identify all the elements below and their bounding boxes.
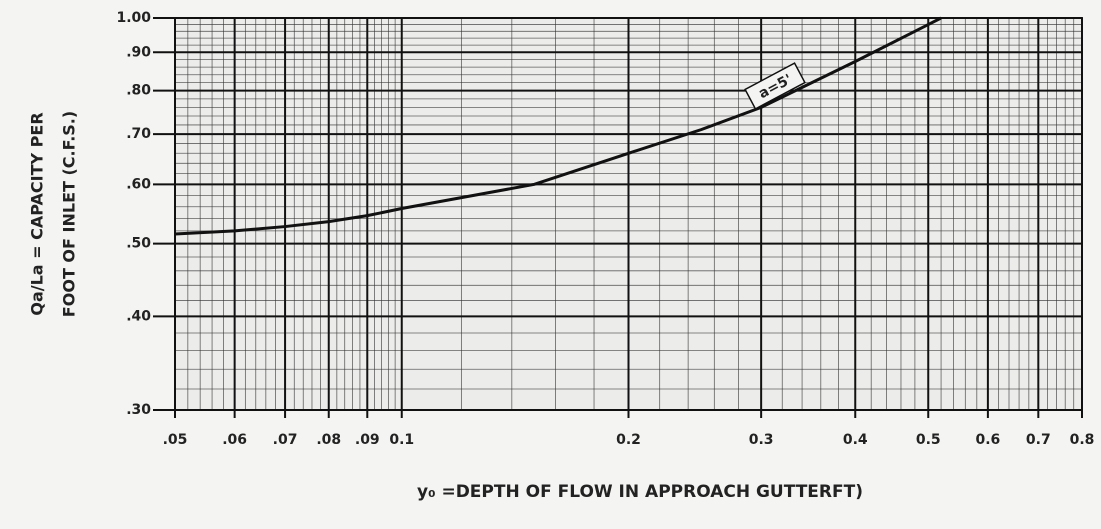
y-tick-label: .90: [126, 44, 151, 60]
x-tick-label: 0.8: [1070, 432, 1095, 448]
x-tick-label: 0.2: [616, 432, 641, 448]
y-axis-title: Qa/La = CAPACITY PER: [28, 112, 47, 315]
x-tick-label: 0.3: [749, 432, 774, 448]
x-tick-label: .05: [163, 432, 188, 448]
y-tick-label: .30: [126, 402, 151, 418]
y-tick-label: .80: [126, 83, 151, 99]
x-tick-label: .09: [355, 432, 380, 448]
y-tick-label: .50: [126, 236, 151, 252]
curve: [174, 16, 942, 236]
x-tick-label: .08: [316, 432, 341, 448]
x-tick-label: .06: [222, 432, 247, 448]
y-tick-label: .60: [126, 176, 151, 192]
y-axis-title: FOOT OF INLET (C.F.S.): [60, 111, 79, 317]
y-tick-label: .40: [126, 308, 151, 324]
x-tick-label: 0.6: [975, 432, 1000, 448]
annotation-box: [744, 62, 806, 110]
y-tick-label: .70: [126, 126, 151, 142]
x-tick-label: .07: [273, 432, 298, 448]
x-tick-label: 0.5: [916, 432, 941, 448]
x-tick-label: 0.1: [389, 432, 414, 448]
x-tick-label: 0.7: [1026, 432, 1051, 448]
x-axis-title: y₀ =DEPTH OF FLOW IN APPROACH GUTTERFT): [417, 482, 863, 502]
y-tick-label: 1.00: [116, 10, 151, 26]
x-tick-label: 0.4: [843, 432, 868, 448]
